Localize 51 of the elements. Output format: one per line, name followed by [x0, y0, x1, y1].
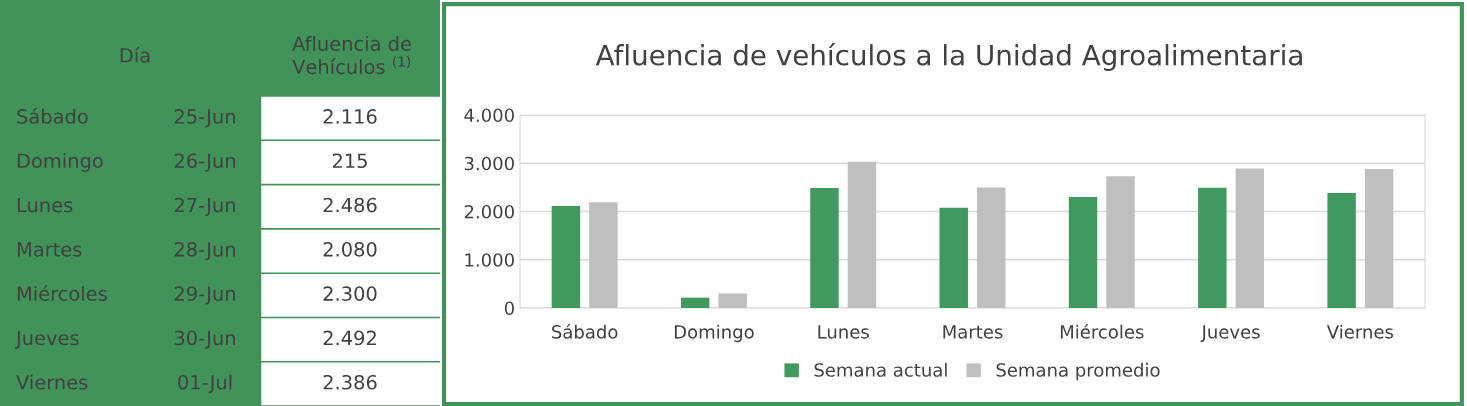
x-tick-label: Martes [943, 325, 1003, 339]
bar [1364, 169, 1394, 308]
x-tick-label: Sábado [552, 323, 618, 339]
y-tick-label: 0 [504, 301, 514, 316]
text: 25-Jun [174, 109, 235, 128]
y-tick-label: 1.000 [465, 253, 514, 267]
text: Día [120, 46, 150, 63]
y-tick-label: 4.000 [464, 108, 514, 123]
bar [551, 205, 581, 308]
chart-title: Afluencia de vehículos a la Unidad Agroalimentaria [595, 43, 1302, 71]
text: 2.492 [323, 330, 376, 346]
text: 215 [332, 153, 367, 169]
text: Viernes [16, 374, 88, 390]
bar [680, 297, 710, 308]
text: 2.080 [323, 241, 377, 257]
legend-label: Semana actual [814, 362, 947, 377]
text: 26-Jun [174, 153, 235, 172]
y-tick-label: 2.000 [464, 204, 514, 219]
text: 27-Jun [174, 197, 235, 217]
text: 29-Jun [174, 286, 235, 305]
text: 30-Jun [174, 330, 235, 349]
bar [847, 161, 877, 308]
bar [589, 202, 618, 308]
text: Lunes [17, 197, 73, 213]
bar [1198, 187, 1227, 308]
bar [718, 293, 747, 308]
bar [1106, 176, 1135, 308]
x-tick-label: Domingo [674, 324, 754, 343]
x-tick-label: Viernes [1326, 324, 1394, 339]
bar [939, 207, 968, 308]
bar [1327, 192, 1356, 308]
text: Sábado [17, 107, 88, 124]
text: Miércoles [17, 285, 107, 301]
text: 28-Jun [174, 241, 235, 261]
bar [810, 188, 839, 308]
bar [977, 187, 1006, 308]
text: Domingo [17, 153, 103, 172]
text: 2.300 [323, 286, 377, 301]
x-tick-label: Miércoles [1060, 323, 1144, 339]
text: Afluencia de Vehículos $^{(1)}$ [292, 35, 411, 75]
legend-label: Semana promedio [996, 362, 1160, 381]
text: 2.486 [323, 197, 377, 213]
text: 2.386 [323, 374, 377, 390]
bar [1235, 168, 1265, 308]
bar [1068, 197, 1098, 308]
text: Martes [17, 242, 82, 257]
text: 2.116 [323, 109, 377, 124]
y-tick-label: 3.000 [464, 156, 514, 171]
x-tick-label: Lunes [818, 325, 869, 339]
text: 01-Jul [178, 374, 232, 394]
x-tick-label: Jueves [1200, 325, 1260, 342]
